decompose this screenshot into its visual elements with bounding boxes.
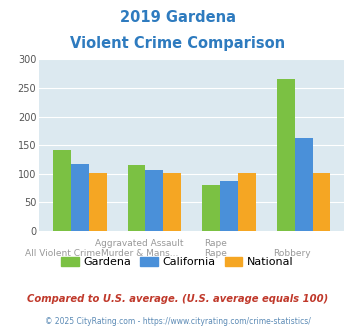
- Text: Compared to U.S. average. (U.S. average equals 100): Compared to U.S. average. (U.S. average …: [27, 294, 328, 304]
- Text: 2019 Gardena: 2019 Gardena: [120, 10, 235, 25]
- Bar: [163, 173, 181, 231]
- Bar: [71, 163, 89, 231]
- Bar: [53, 150, 71, 231]
- Text: © 2025 CityRating.com - https://www.cityrating.com/crime-statistics/: © 2025 CityRating.com - https://www.city…: [45, 317, 310, 326]
- Bar: [220, 181, 238, 231]
- Text: Rape: Rape: [204, 249, 227, 258]
- Text: Murder & Mans...: Murder & Mans...: [101, 249, 178, 258]
- Legend: Gardena, California, National: Gardena, California, National: [57, 252, 298, 272]
- Bar: [277, 80, 295, 231]
- Text: Rape: Rape: [204, 239, 227, 248]
- Bar: [127, 165, 146, 231]
- Bar: [89, 173, 106, 231]
- Text: Violent Crime Comparison: Violent Crime Comparison: [70, 36, 285, 51]
- Text: All Violent Crime: All Violent Crime: [25, 249, 101, 258]
- Text: Aggravated Assault: Aggravated Assault: [95, 239, 184, 248]
- Text: Robbery: Robbery: [273, 249, 311, 258]
- Bar: [146, 170, 163, 231]
- Bar: [295, 138, 312, 231]
- Bar: [202, 185, 220, 231]
- Bar: [238, 173, 256, 231]
- Bar: [312, 173, 331, 231]
